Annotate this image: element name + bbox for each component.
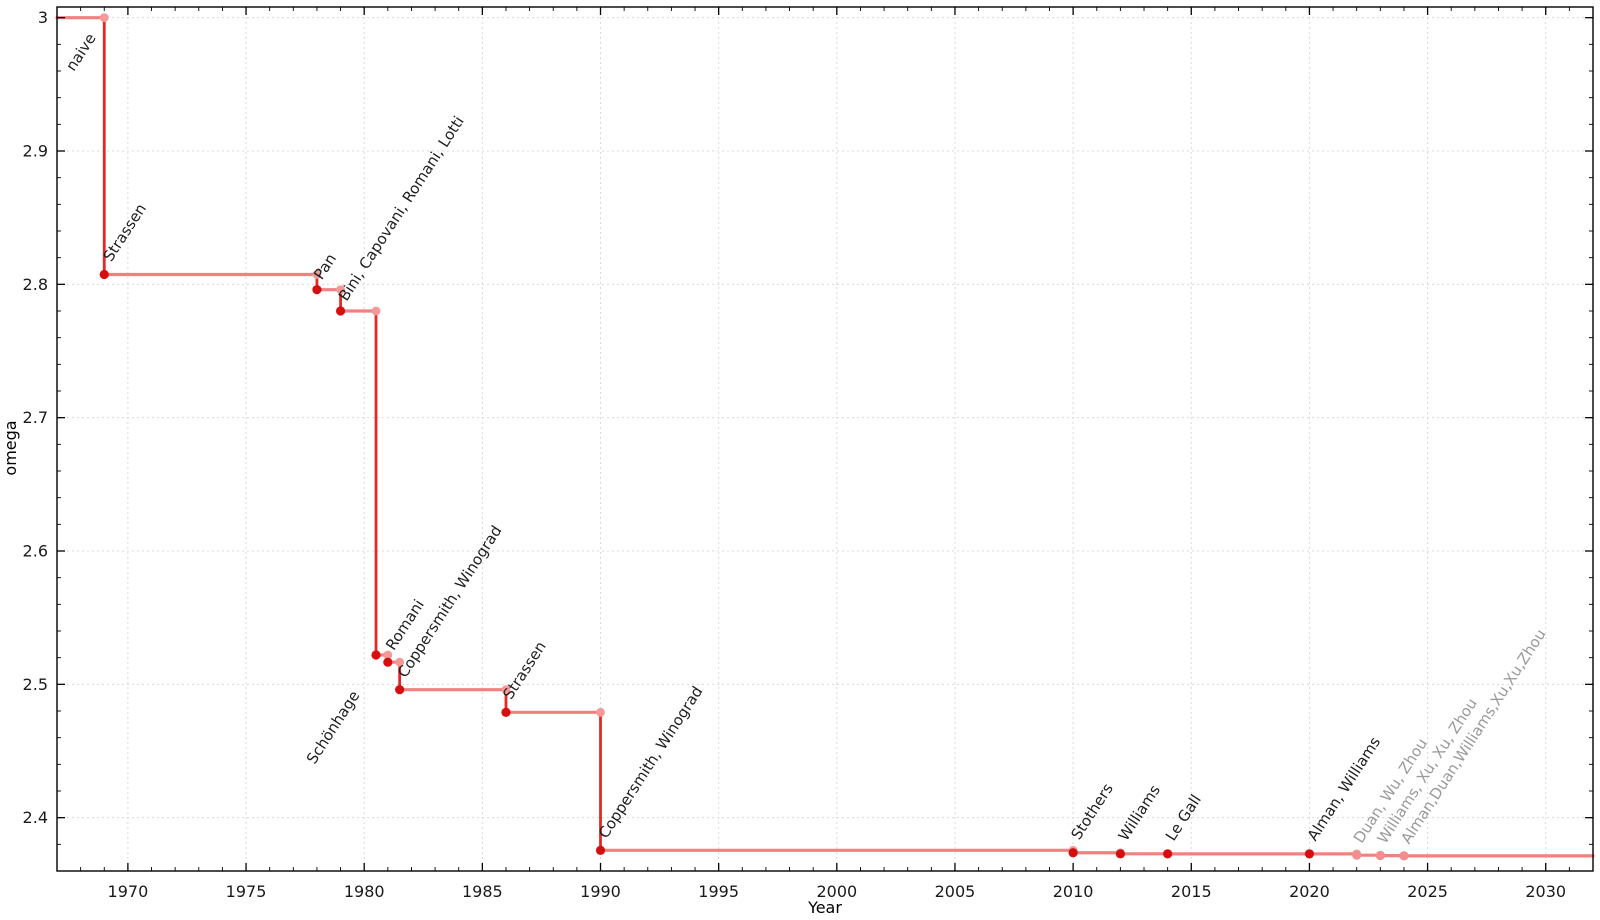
- data-point-marker: [371, 650, 381, 660]
- data-point-marker: [312, 285, 322, 295]
- y-tick-label: 2.7: [23, 408, 48, 427]
- axis-ticks: [56, 7, 1594, 872]
- data-point-marker: [1304, 849, 1315, 859]
- axes-frame: [56, 6, 1594, 872]
- point-annotation: Alman,Duan,Williams,Xu,Xu,Zhou: [1397, 626, 1549, 847]
- y-tick-label: 3: [38, 8, 48, 27]
- data-point-marker: [1068, 848, 1078, 858]
- step-corner-marker: [395, 657, 405, 667]
- y-axis-label: omega: [1, 420, 20, 475]
- x-tick-label: 1990: [580, 882, 621, 901]
- data-point-marker: [1352, 850, 1362, 860]
- point-annotation: Strassen: [100, 200, 151, 264]
- step-corner-marker: [99, 13, 109, 23]
- x-tick-label: 2000: [816, 882, 857, 901]
- step-corner-marker: [501, 685, 511, 695]
- step-corner-marker: [371, 306, 381, 316]
- x-tick-label: 2025: [1407, 882, 1448, 901]
- x-tick-label: 1970: [108, 882, 149, 901]
- data-point-marker: [1163, 849, 1173, 859]
- x-tick-label: 2030: [1525, 882, 1566, 901]
- data-point-marker: [1399, 851, 1409, 861]
- data-point-marker: [383, 657, 393, 667]
- step-series: [55, 13, 1595, 861]
- data-point-marker: [99, 269, 109, 280]
- y-tick-label: 2.6: [23, 542, 48, 561]
- point-annotation: Coppersmith, Winograd: [595, 683, 707, 842]
- plot-border: [56, 6, 1594, 872]
- y-tick-label: 2.9: [23, 142, 48, 161]
- step-corner-marker: [596, 707, 605, 717]
- x-tick-label: 2005: [935, 882, 976, 901]
- data-point-marker: [1375, 850, 1385, 861]
- point-annotation: Bini, Capovani, Romani, Lotti: [335, 113, 468, 304]
- data-point-marker: [395, 685, 405, 695]
- y-tick-label: 2.5: [23, 675, 48, 694]
- x-tick-label: 1980: [344, 882, 385, 901]
- data-point-marker: [501, 707, 511, 717]
- y-tick-label: 2.4: [23, 808, 48, 827]
- step-corner-marker: [336, 285, 345, 295]
- x-tick-label: 1995: [698, 882, 739, 901]
- x-tick-label: 1985: [462, 882, 503, 901]
- x-tick-label: 2015: [1171, 882, 1212, 901]
- x-tick-label: 1975: [226, 882, 267, 901]
- step-corner-marker: [312, 270, 322, 279]
- axis-tick-labels: 1970 1975 1980 1985 1990 1995 2000 2005 2010 2015…: [23, 8, 1567, 901]
- x-tick-label: 2020: [1289, 882, 1330, 901]
- point-annotation: Strassen: [499, 638, 550, 702]
- y-tick-label: 2.8: [23, 275, 48, 294]
- gridlines: [57, 7, 1593, 871]
- data-point-marker: [595, 845, 606, 855]
- data-point-marker: [1115, 849, 1125, 859]
- point-annotation: Williams: [1115, 781, 1164, 844]
- point-annotation: Schönhage: [303, 687, 364, 767]
- point-annotation: naive: [62, 30, 99, 74]
- point-annotation: Stothers: [1067, 780, 1117, 843]
- x-axis-label: Year: [807, 898, 842, 917]
- data-point-marker: [335, 306, 346, 316]
- x-tick-label: 2010: [1053, 882, 1094, 901]
- step-corner-marker: [383, 650, 393, 660]
